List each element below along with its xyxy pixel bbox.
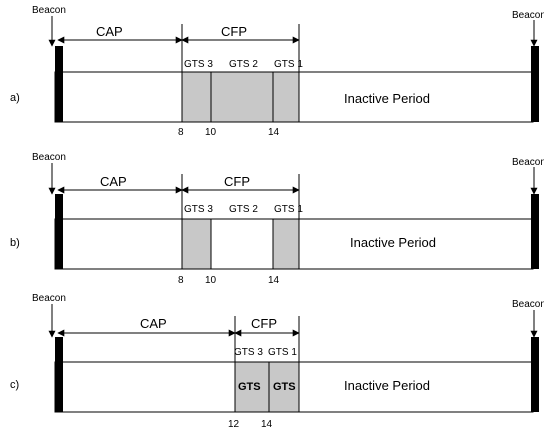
gts-label: GTS 2 bbox=[229, 204, 258, 215]
row-label: b) bbox=[10, 237, 20, 249]
beacon-left-label: Beacon bbox=[32, 5, 66, 16]
beacon-right-label: Beacon bbox=[512, 299, 544, 310]
gts-label: GTS 3 bbox=[184, 204, 213, 215]
tick-label: 8 bbox=[178, 275, 184, 286]
tick-label: 10 bbox=[205, 275, 217, 286]
beacon-left-bar bbox=[55, 46, 63, 122]
beacon-left-label: Beacon bbox=[32, 152, 66, 163]
gts-slot-1 bbox=[272, 71, 300, 123]
gts-slot-3 bbox=[181, 71, 212, 123]
cfp-label: CFP bbox=[251, 316, 277, 331]
gts-box-label: GTS bbox=[273, 381, 296, 393]
beacon-left-bar bbox=[55, 337, 63, 412]
row-a: Beacon Beacon CAP CFP GTS 3 GTS 2 GTS 1 … bbox=[10, 5, 544, 138]
cap-label: CAP bbox=[96, 24, 123, 39]
beacon-right-bar bbox=[531, 194, 539, 269]
cap-label: CAP bbox=[100, 174, 127, 189]
tick-label: 12 bbox=[228, 419, 240, 430]
inactive-period-label: Inactive Period bbox=[344, 91, 430, 106]
tick-label: 14 bbox=[261, 419, 273, 430]
gts-slot-3 bbox=[234, 361, 270, 413]
tick-label: 10 bbox=[205, 127, 217, 138]
gts-slot-2 bbox=[210, 71, 274, 123]
tick-label: 14 bbox=[268, 127, 280, 138]
row-label: c) bbox=[10, 379, 19, 391]
cfp-label: CFP bbox=[221, 24, 247, 39]
inactive-period-label: Inactive Period bbox=[344, 378, 430, 393]
gts-slot-3 bbox=[181, 218, 212, 270]
beacon-right-bar bbox=[531, 337, 539, 412]
gts-slot-1 bbox=[272, 218, 300, 270]
gts-box-label: GTS bbox=[238, 381, 261, 393]
row-c: Beacon Beacon CAP CFP GTS 3 GTS 1 GTS GT… bbox=[10, 293, 544, 430]
gts-label: GTS 3 bbox=[234, 347, 263, 358]
inactive-period-label: Inactive Period bbox=[350, 235, 436, 250]
beacon-left-bar bbox=[55, 194, 63, 269]
beacon-right-label: Beacon bbox=[512, 10, 544, 21]
tick-label: 14 bbox=[268, 275, 280, 286]
cfp-label: CFP bbox=[224, 174, 250, 189]
cap-label: CAP bbox=[140, 316, 167, 331]
tick-label: 8 bbox=[178, 127, 184, 138]
gts-label: GTS 3 bbox=[184, 59, 213, 70]
beacon-right-bar bbox=[531, 46, 539, 122]
beacon-right-label: Beacon bbox=[512, 157, 544, 168]
gts-label: GTS 1 bbox=[274, 204, 303, 215]
row-label: a) bbox=[10, 92, 20, 104]
row-b: Beacon Beacon CAP CFP GTS 3 GTS 2 GTS 1 … bbox=[10, 152, 544, 286]
gts-label: GTS 1 bbox=[268, 347, 297, 358]
gts-label: GTS 2 bbox=[229, 59, 258, 70]
gts-label: GTS 1 bbox=[274, 59, 303, 70]
beacon-left-label: Beacon bbox=[32, 293, 66, 304]
gts-slot-1 bbox=[268, 361, 300, 413]
